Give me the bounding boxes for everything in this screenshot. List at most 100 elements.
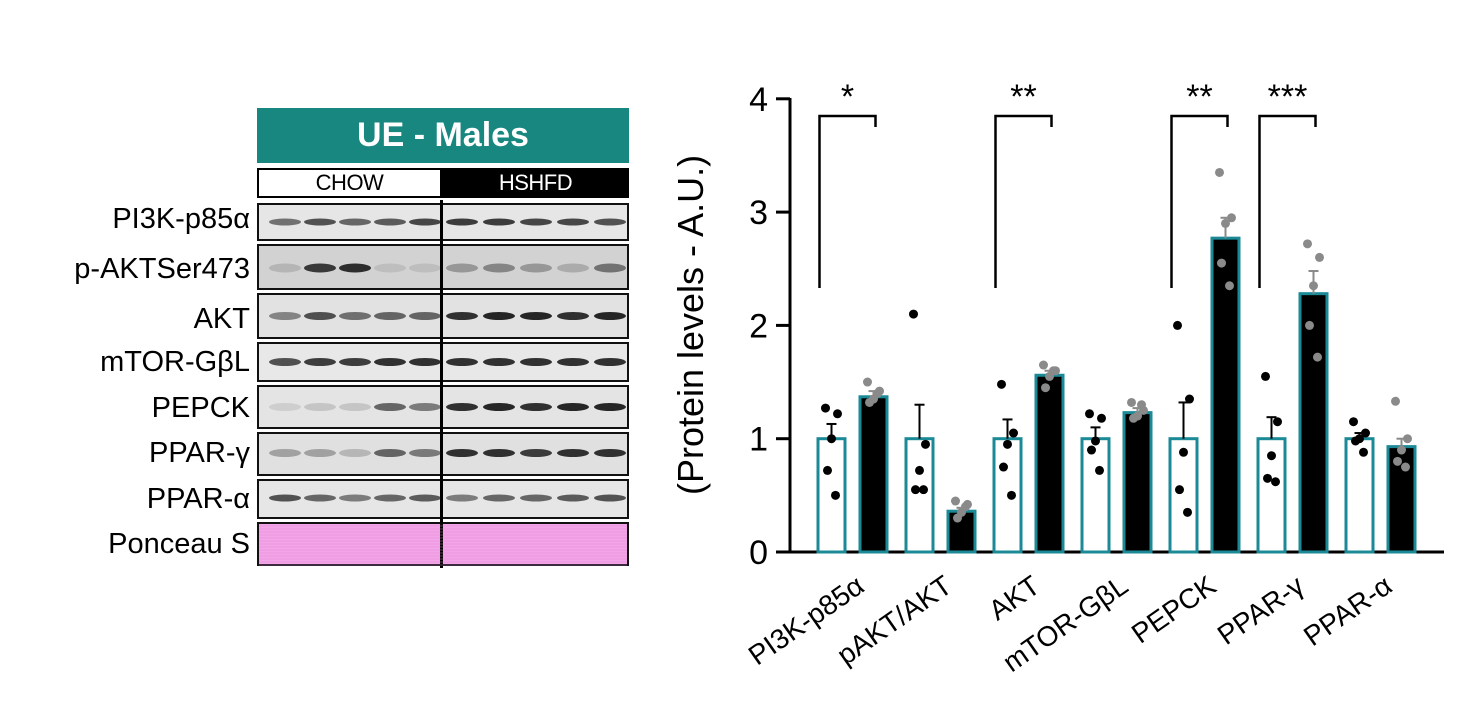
data-point bbox=[1091, 436, 1100, 446]
blot-band bbox=[594, 263, 626, 273]
data-point bbox=[1271, 477, 1280, 487]
blot-band bbox=[594, 494, 626, 502]
blot-band bbox=[269, 358, 301, 366]
data-point bbox=[915, 465, 924, 475]
data-point bbox=[1393, 456, 1402, 466]
blot-band bbox=[446, 358, 478, 366]
bar bbox=[904, 437, 935, 554]
data-point bbox=[865, 397, 874, 407]
significance-bracket bbox=[1170, 114, 1229, 288]
bar bbox=[1080, 437, 1111, 554]
blot-band bbox=[483, 403, 515, 411]
data-point bbox=[1179, 447, 1188, 457]
blot-band bbox=[594, 218, 626, 226]
data-point bbox=[1361, 428, 1370, 438]
blot-title: UE - Males bbox=[257, 108, 629, 163]
significance-label: *** bbox=[1268, 78, 1308, 116]
blot-band bbox=[520, 494, 552, 502]
blot-band bbox=[409, 263, 441, 273]
significance-bracket bbox=[1258, 114, 1317, 288]
data-point bbox=[1359, 447, 1368, 457]
blot-label-ppar-alpha: PPAR-α bbox=[146, 483, 250, 515]
blot-band bbox=[446, 263, 478, 273]
blot-band bbox=[483, 358, 515, 366]
blot-band bbox=[374, 218, 406, 226]
blot-band bbox=[446, 494, 478, 502]
blot-band bbox=[409, 449, 441, 457]
blot-band bbox=[594, 358, 626, 366]
blot-band bbox=[339, 218, 371, 226]
data-point bbox=[1095, 465, 1104, 475]
blot-band bbox=[339, 449, 371, 457]
data-point bbox=[873, 388, 882, 398]
data-point bbox=[1087, 445, 1096, 455]
data-point bbox=[1007, 490, 1016, 500]
significance-bracket bbox=[994, 114, 1053, 288]
data-point bbox=[1303, 239, 1312, 249]
blot-band bbox=[409, 358, 441, 366]
data-point bbox=[833, 409, 842, 419]
blot-band bbox=[339, 403, 371, 411]
blot-band bbox=[269, 263, 301, 273]
data-point bbox=[1225, 281, 1234, 291]
y-axis-label: (Protein levels - A.U.) bbox=[670, 155, 711, 495]
blot-group-divider bbox=[440, 200, 443, 568]
blot-band bbox=[304, 358, 336, 366]
blot-band bbox=[520, 358, 552, 366]
data-point bbox=[1129, 413, 1138, 423]
blot-band bbox=[594, 449, 626, 457]
blot-band bbox=[483, 449, 515, 457]
blot-band bbox=[557, 494, 589, 502]
data-point bbox=[921, 439, 930, 449]
bar bbox=[1386, 445, 1417, 554]
blot-band bbox=[339, 263, 371, 273]
data-point bbox=[1217, 258, 1226, 268]
blot-band bbox=[269, 494, 301, 502]
blot-band bbox=[557, 449, 589, 457]
data-point bbox=[863, 377, 872, 387]
bar bbox=[858, 395, 889, 554]
data-point bbox=[1049, 366, 1058, 376]
blot-band bbox=[304, 312, 336, 320]
data-point bbox=[821, 403, 830, 413]
blot-band bbox=[339, 312, 371, 320]
blot-band bbox=[304, 218, 336, 226]
blot-band bbox=[409, 312, 441, 320]
blot-band bbox=[304, 449, 336, 457]
blot-band bbox=[520, 403, 552, 411]
data-point bbox=[909, 309, 918, 319]
blot-band bbox=[594, 312, 626, 320]
bar bbox=[1122, 411, 1153, 554]
blot-band bbox=[446, 218, 478, 226]
blot-band bbox=[269, 218, 301, 226]
data-point bbox=[1127, 397, 1136, 407]
y-tick-label: 0 bbox=[749, 534, 768, 572]
blot-band bbox=[339, 494, 371, 502]
blot-label-akt: AKT bbox=[193, 303, 250, 335]
data-point bbox=[1397, 445, 1406, 455]
data-point bbox=[1003, 439, 1012, 449]
blot-label-ppar-gamma: PPAR-γ bbox=[149, 437, 250, 469]
data-point bbox=[1041, 383, 1050, 393]
blot-band bbox=[374, 403, 406, 411]
group-label-chow: CHOW bbox=[257, 168, 442, 198]
blot-band bbox=[483, 218, 515, 226]
blot-band bbox=[374, 449, 406, 457]
blot-band bbox=[520, 263, 552, 273]
blot-band bbox=[557, 403, 589, 411]
data-point bbox=[1403, 434, 1412, 444]
blot-band bbox=[483, 312, 515, 320]
blot-band bbox=[269, 449, 301, 457]
data-point bbox=[1185, 394, 1194, 404]
blot-band bbox=[374, 494, 406, 502]
blot-band bbox=[520, 449, 552, 457]
significance-label: ** bbox=[1186, 78, 1212, 116]
y-tick-label: 1 bbox=[749, 421, 768, 459]
blot-band bbox=[483, 263, 515, 273]
blot-band bbox=[409, 494, 441, 502]
data-point bbox=[1267, 451, 1276, 461]
data-point bbox=[1309, 281, 1318, 291]
data-point bbox=[1097, 413, 1106, 423]
